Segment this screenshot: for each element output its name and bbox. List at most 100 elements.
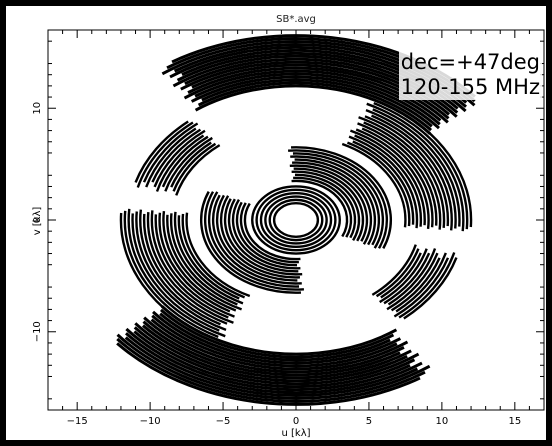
visibility-arc xyxy=(135,211,227,332)
visibility-arc xyxy=(403,257,458,320)
visibility-arc xyxy=(181,213,246,299)
chart-title: SB*.avg xyxy=(276,14,316,25)
visibility-arc xyxy=(154,214,235,318)
visibility-arc xyxy=(139,209,221,326)
visibility-arc xyxy=(203,191,304,291)
visibility-arc xyxy=(293,167,365,242)
visibility-arc xyxy=(116,342,421,406)
visibility-arc xyxy=(155,134,205,192)
visibility-arc xyxy=(133,326,420,386)
visibility-arc xyxy=(361,127,434,228)
visibility-arc xyxy=(380,101,473,228)
visibility-arc xyxy=(372,108,461,227)
visibility-arc xyxy=(116,333,431,400)
visibility-arc xyxy=(231,198,301,270)
visibility-arc xyxy=(141,324,412,380)
visibility-arc xyxy=(259,192,333,248)
visibility-arc xyxy=(358,116,446,229)
visibility-arc xyxy=(127,208,226,338)
visibility-arc xyxy=(294,158,377,246)
visibility-arc xyxy=(150,210,229,319)
visibility-arc xyxy=(290,155,381,246)
visibility-arc xyxy=(379,248,428,304)
visibility-arc xyxy=(145,127,197,188)
visibility-arc xyxy=(207,191,300,288)
visibility-arc xyxy=(398,252,456,319)
visibility-arc xyxy=(355,128,430,229)
visibility-arc xyxy=(272,201,320,239)
visibility-arc xyxy=(153,129,206,188)
visibility-arc xyxy=(352,140,415,225)
visibility-arc xyxy=(341,142,407,228)
visibility-arc xyxy=(371,244,417,296)
visibility-arc xyxy=(134,322,408,383)
visibility-arc xyxy=(169,213,238,306)
visibility-arc xyxy=(183,69,442,122)
visibility-arc xyxy=(170,141,212,188)
visibility-arc xyxy=(199,191,302,294)
visibility-arc xyxy=(197,81,433,132)
visibility-arc xyxy=(289,164,369,242)
y-tick-label: −10 xyxy=(32,321,43,342)
visibility-arc xyxy=(187,66,449,124)
visibility-arc xyxy=(357,122,438,226)
visibility-arc xyxy=(177,215,240,300)
visibility-arc xyxy=(159,312,391,362)
visibility-arc xyxy=(151,128,202,183)
visibility-arc xyxy=(166,214,243,311)
figure-border xyxy=(0,0,6,446)
visibility-arc xyxy=(142,320,401,377)
visibility-arc xyxy=(173,211,244,305)
visibility-arc xyxy=(290,146,393,249)
visibility-arc xyxy=(375,248,420,298)
visibility-arc xyxy=(380,252,422,299)
visibility-arc xyxy=(390,257,441,312)
visibility-arc xyxy=(292,161,373,245)
visibility-arc xyxy=(366,102,465,232)
visibility-arc xyxy=(131,213,220,332)
visibility-arc xyxy=(294,173,357,239)
visibility-arc xyxy=(386,252,439,311)
visibility-arc xyxy=(124,336,419,397)
y-tick-label: 0 xyxy=(32,217,43,223)
visibility-arc xyxy=(371,114,453,231)
visibility-arc xyxy=(215,194,298,282)
visibility-arc xyxy=(387,248,437,306)
visibility-arc xyxy=(136,121,194,188)
visibility-arc xyxy=(219,195,300,279)
visibility-arc xyxy=(158,212,231,313)
visibility-arc xyxy=(116,337,426,403)
visibility-arc xyxy=(194,72,441,126)
visibility-arc xyxy=(119,212,212,339)
visibility-arc xyxy=(185,212,251,298)
x-tick-label: 15 xyxy=(508,416,521,427)
visibility-arc xyxy=(159,308,395,359)
visibility-arc xyxy=(201,78,433,128)
x-tick-label: 0 xyxy=(293,416,299,427)
visibility-arc xyxy=(268,198,324,242)
visibility-arc xyxy=(164,136,213,192)
x-tick-label: 10 xyxy=(436,416,449,427)
figure-border xyxy=(0,0,552,6)
visibility-arc xyxy=(348,135,419,229)
visibility-arc xyxy=(123,210,219,338)
annotation-declination: dec=+47deg xyxy=(400,50,540,74)
visibility-arc xyxy=(251,185,341,255)
visibility-arc xyxy=(363,121,442,230)
visibility-arc xyxy=(142,122,199,183)
visibility-arc xyxy=(161,135,209,188)
figure-border xyxy=(0,440,552,446)
annotation-box: dec=+47deg 120-155 MHz xyxy=(398,50,542,100)
visibility-arc xyxy=(243,202,301,261)
visibility-arc xyxy=(235,201,298,267)
figure-border xyxy=(546,0,552,446)
visibility-arc xyxy=(125,327,411,392)
visibility-arc xyxy=(395,252,447,313)
visibility-arc xyxy=(365,108,457,229)
x-tick-label: −10 xyxy=(140,416,161,427)
visibility-arc xyxy=(142,213,228,325)
visibility-arc xyxy=(288,149,389,249)
visibility-arc xyxy=(134,120,189,183)
visibility-arc xyxy=(143,316,405,374)
visibility-arc xyxy=(383,252,431,305)
